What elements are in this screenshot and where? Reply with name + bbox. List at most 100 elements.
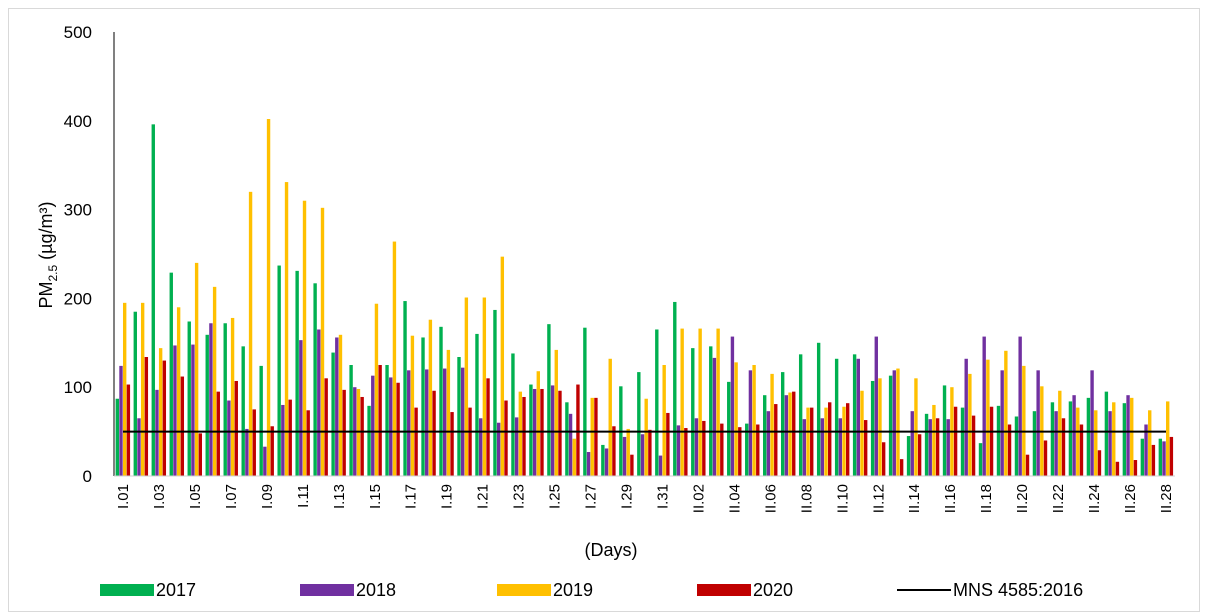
bar-2018-I.07 (227, 400, 231, 476)
bar-2020-I.02 (144, 357, 149, 476)
bar-2019-I.26 (572, 438, 576, 476)
bar-2018-I.02 (137, 418, 141, 476)
bar-2017-I.19 (439, 326, 443, 476)
legend-label: 2017 (156, 580, 196, 600)
legend: 2017 2018 2019 2020 MNS 4585:2016 (100, 580, 1083, 600)
bar-2019-II.25 (1112, 402, 1116, 476)
legend-label: MNS 4585:2016 (953, 580, 1083, 600)
bar-2020-II.16 (953, 406, 958, 476)
bar-2020-I.28 (612, 426, 616, 476)
bar-2018-I.27 (586, 452, 591, 476)
bar-2017-II.15 (924, 413, 929, 476)
x-tick-label: II.20 (1014, 484, 1031, 513)
bar-2018-I.12 (317, 329, 321, 476)
bar-2018-I.09 (263, 446, 267, 476)
bar-2017-II.21 (1032, 411, 1037, 476)
x-axis-title: (Days) (585, 540, 638, 560)
legend-label: 2019 (553, 580, 593, 600)
bar-2020-I.04 (180, 376, 185, 476)
x-tick-label: II.16 (942, 484, 959, 513)
bar-2020-I.19 (450, 412, 454, 476)
bar-2017-I.17 (403, 301, 407, 476)
bar-2020-I.07 (234, 380, 238, 476)
bar-2019-II.27 (1148, 410, 1152, 476)
bar-2018-I.05 (191, 344, 195, 476)
bar-2017-I.25 (547, 324, 551, 476)
bar-2017-I.26 (565, 402, 569, 476)
bar-2020-II.11 (863, 420, 868, 476)
bar-2018-I.23 (514, 417, 519, 476)
bar-2018-I.16 (389, 377, 393, 476)
bar-2020-I.25 (558, 390, 562, 476)
y-axis: 0 100 200 300 400 500 (64, 23, 115, 486)
bar-2019-I.23 (518, 391, 523, 476)
bar-2020-II.02 (702, 420, 706, 476)
bar-2017-II.17 (960, 407, 965, 476)
bar-2017-I.21 (475, 333, 479, 476)
bar-2020-I.09 (270, 426, 274, 476)
bar-2020-II.28 (1169, 436, 1174, 476)
bar-2018-I.28 (604, 448, 609, 476)
bar-2020-II.04 (738, 427, 742, 476)
bar-2019-I.20 (464, 297, 469, 476)
bar-2017-II.13 (888, 375, 893, 476)
x-tick-label: I.15 (367, 484, 384, 509)
bar-2017-I.09 (259, 365, 263, 476)
y-axis-title-main: PM (36, 282, 56, 309)
bar-2019-I.07 (230, 317, 235, 476)
bar-2020-I.21 (486, 378, 490, 476)
bar-2018-I.21 (478, 418, 483, 476)
bar-2019-I.29 (626, 428, 630, 476)
bar-2018-II.07 (784, 395, 789, 476)
y-tick-label: 100 (64, 378, 92, 397)
x-tick-label: I.23 (511, 484, 528, 509)
bar-2017-II.26 (1122, 403, 1127, 476)
y-tick-label: 200 (64, 289, 92, 308)
bar-2018-II.27 (1144, 424, 1148, 476)
legend-label: 2020 (753, 580, 793, 600)
bar-2019-I.19 (446, 349, 451, 476)
bar-2020-II.17 (971, 415, 976, 476)
bar-2017-II.20 (1014, 416, 1019, 476)
bar-2018-II.25 (1108, 411, 1112, 476)
bar-2017-II.14 (906, 436, 911, 476)
bar-2017-I.20 (457, 357, 461, 476)
bar-2019-II.18 (986, 359, 990, 476)
bar-2018-II.04 (730, 336, 735, 476)
x-tick-label: II.02 (690, 484, 707, 513)
bar-2019-I.22 (500, 256, 505, 476)
bar-2017-II.04 (727, 381, 731, 476)
bar-2020-I.05 (198, 433, 202, 476)
bar-2017-I.27 (583, 327, 587, 476)
bar-2017-II.27 (1140, 438, 1145, 476)
bar-2018-II.19 (1000, 370, 1004, 476)
bar-2018-II.01 (676, 425, 681, 476)
y-tick-label: 300 (64, 201, 92, 220)
bar-2020-II.10 (846, 403, 850, 476)
x-tick-label: II.10 (834, 484, 851, 513)
x-tick-label: I.03 (151, 484, 168, 509)
bar-2019-II.28 (1166, 401, 1170, 476)
y-tick-label: 400 (64, 112, 92, 131)
bar-2020-I.06 (216, 391, 220, 476)
bar-2018-II.08 (802, 419, 807, 476)
bar-2017-I.14 (349, 365, 353, 476)
x-tick-label: I.31 (654, 484, 671, 509)
bar-2017-I.08 (241, 346, 245, 476)
bar-2017-I.23 (511, 353, 515, 476)
bar-2020-II.05 (756, 424, 760, 476)
bar-2020-I.31 (666, 412, 670, 476)
x-tick-label: I.17 (403, 484, 420, 509)
bar-2020-I.27 (594, 397, 598, 476)
bar-2018-I.03 (155, 389, 159, 476)
x-axis: I.01 I.03 I.05 I.07 I.09 I.11 I.13 I.15 I.17 I.19… (114, 475, 1175, 513)
x-tick-label: II.14 (906, 484, 923, 513)
bar-2018-I.04 (173, 345, 177, 476)
bar-2017-I.06 (205, 334, 209, 476)
bar-2018-II.22 (1054, 411, 1058, 476)
bar-2018-I.06 (209, 323, 213, 476)
bar-2017-I.01 (115, 398, 120, 476)
bar-2019-I.25 (554, 349, 558, 476)
bar-2018-I.29 (622, 436, 627, 476)
